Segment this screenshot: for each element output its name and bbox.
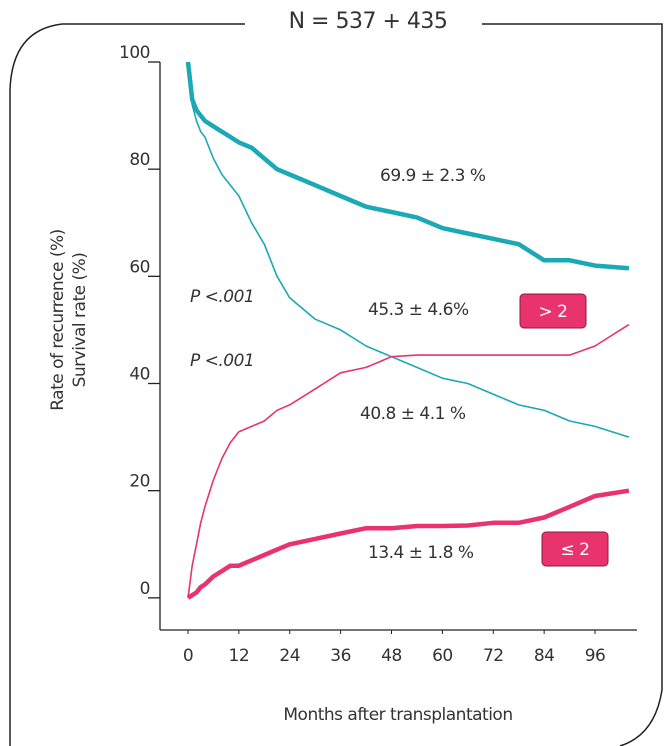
annotation: 13.4 ± 1.8 % bbox=[368, 543, 474, 563]
y-tick-label: 0 bbox=[140, 579, 150, 599]
group-label: > 2 bbox=[539, 302, 568, 322]
frame bbox=[9, 23, 245, 746]
annotation: 45.3 ± 4.6% bbox=[368, 300, 469, 320]
y-tick-label: 40 bbox=[129, 365, 150, 385]
x-tick-label: 48 bbox=[381, 646, 402, 666]
x-tick-label: 36 bbox=[330, 646, 351, 666]
series-line bbox=[186, 488, 630, 600]
series-line bbox=[187, 61, 630, 438]
series-line bbox=[187, 323, 630, 598]
y-tick-label: 20 bbox=[129, 472, 150, 492]
annotation: 69.9 ± 2.3 % bbox=[380, 166, 486, 186]
x-tick-label: 96 bbox=[585, 646, 606, 666]
annotation: P <.001 bbox=[190, 287, 254, 307]
x-tick-label: 24 bbox=[279, 646, 300, 666]
annotation: P <.001 bbox=[190, 351, 254, 371]
y-axis-label: Rate of recurrence (%) bbox=[48, 229, 68, 411]
chart-title: N = 537 + 435 bbox=[289, 9, 448, 34]
y-tick-label: 60 bbox=[129, 257, 150, 277]
x-tick-label: 84 bbox=[534, 646, 555, 666]
x-tick-label: 12 bbox=[229, 646, 250, 666]
group-label: ≤ 2 bbox=[561, 540, 590, 560]
frame bbox=[482, 23, 663, 746]
group-box bbox=[519, 293, 587, 329]
y-axis-label: Survival rate (%) bbox=[70, 253, 90, 388]
group-box bbox=[541, 531, 609, 567]
x-tick-label: 0 bbox=[183, 646, 193, 666]
y-tick-label: 100 bbox=[119, 43, 150, 63]
x-tick-label: 72 bbox=[483, 646, 504, 666]
series-line bbox=[185, 61, 630, 271]
x-axis-label: Months after transplantation bbox=[283, 705, 512, 725]
y-tick-label: 80 bbox=[129, 150, 150, 170]
x-tick-label: 60 bbox=[432, 646, 453, 666]
annotation: 40.8 ± 4.1 % bbox=[360, 404, 466, 424]
